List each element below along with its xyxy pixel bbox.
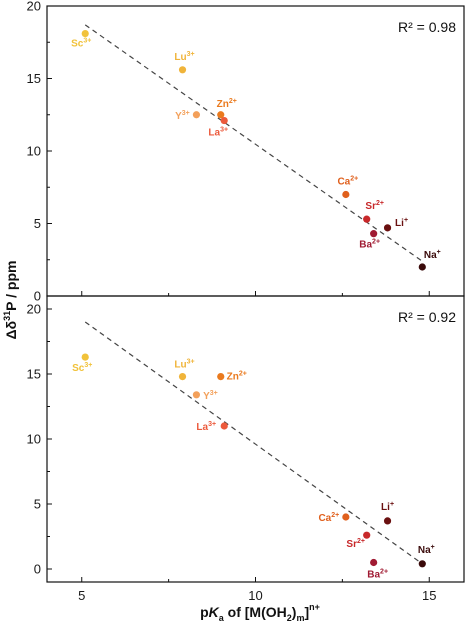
data-point-na	[418, 263, 426, 271]
data-point-lu	[178, 66, 187, 74]
point-label-la: La3+	[208, 127, 228, 139]
data-point-ca	[342, 513, 350, 521]
data-point-ba	[370, 558, 378, 567]
y-tick-label: 10	[27, 144, 41, 159]
point-label-sr: Sr2+	[365, 200, 384, 212]
fit-line	[84, 321, 423, 565]
data-point-la	[220, 422, 228, 430]
y-tick-label: 0	[34, 289, 41, 304]
r-squared-label: R² = 0.92	[398, 309, 456, 325]
x-tick-label: 15	[422, 588, 436, 603]
point-label-ca: Ca2+	[318, 512, 339, 524]
y-tick-label: 10	[27, 432, 41, 447]
r-squared-label: R² = 0.98	[398, 19, 456, 35]
point-label-lu: Lu3+	[174, 359, 194, 371]
data-point-y	[192, 391, 201, 399]
y-tick-label: 20	[27, 0, 41, 14]
point-label-y: Y3+	[203, 390, 218, 402]
y-tick-label: 5	[34, 216, 41, 231]
data-point-zn	[217, 111, 225, 119]
plot-frame	[46, 5, 465, 297]
point-label-li: Li+	[395, 217, 408, 229]
fit-line	[84, 24, 423, 262]
y-axis-title: Δδ31P / ppm	[2, 261, 19, 340]
point-label-ca: Ca2+	[337, 176, 358, 188]
y-tick-label: 15	[27, 367, 41, 382]
point-label-ba: Ba2+	[367, 569, 388, 581]
data-point-zn	[217, 373, 225, 381]
point-label-zn: Zn2+	[217, 98, 237, 110]
data-point-la	[220, 116, 228, 125]
data-point-na	[418, 560, 426, 568]
x-axis-title: pKa of [M(OH2)m]n+	[200, 602, 320, 623]
point-label-na: Na+	[418, 544, 435, 556]
panel-bottom: 0 5 10 15 20 5 10 15 R² = 0.92 Sc3+ Lu3+ Zn2+ Y3+ La3…	[27, 295, 465, 603]
point-label-zn: Zn2+	[227, 371, 247, 383]
x-tick-label: 10	[248, 588, 262, 603]
data-point-sc	[81, 353, 89, 361]
data-point-ca	[342, 190, 350, 199]
y-tick-label: 0	[34, 562, 41, 577]
point-label-lu: Lu3+	[174, 51, 194, 63]
data-point-li	[383, 224, 392, 232]
data-point-sc	[81, 29, 89, 38]
data-point-li	[383, 517, 392, 525]
y-tick-label: 15	[27, 71, 41, 86]
data-point-sr	[363, 215, 371, 223]
y-tick-label: 5	[34, 497, 41, 512]
point-label-la: La3+	[196, 421, 216, 433]
point-label-sr: Sr2+	[346, 538, 365, 550]
panel-top: 0 5 10 15 20 R² = 0.98 Sc3+ Lu3+ Y3+ Zn2+ La3+ Ca2+…	[27, 0, 465, 304]
point-label-y: Y3+	[175, 110, 190, 122]
y-tick-label: 20	[27, 302, 41, 317]
point-label-li: Li+	[381, 501, 394, 513]
data-point-y	[192, 111, 201, 119]
point-label-ba: Ba2+	[359, 239, 380, 251]
data-point-lu	[178, 373, 187, 381]
point-label-na: Na+	[424, 249, 441, 261]
x-tick-label: 5	[78, 588, 85, 603]
point-label-sc: Sc3+	[71, 38, 91, 50]
data-point-sr	[363, 531, 371, 539]
data-point-ba	[370, 230, 378, 238]
point-label-sc: Sc3+	[72, 362, 92, 374]
